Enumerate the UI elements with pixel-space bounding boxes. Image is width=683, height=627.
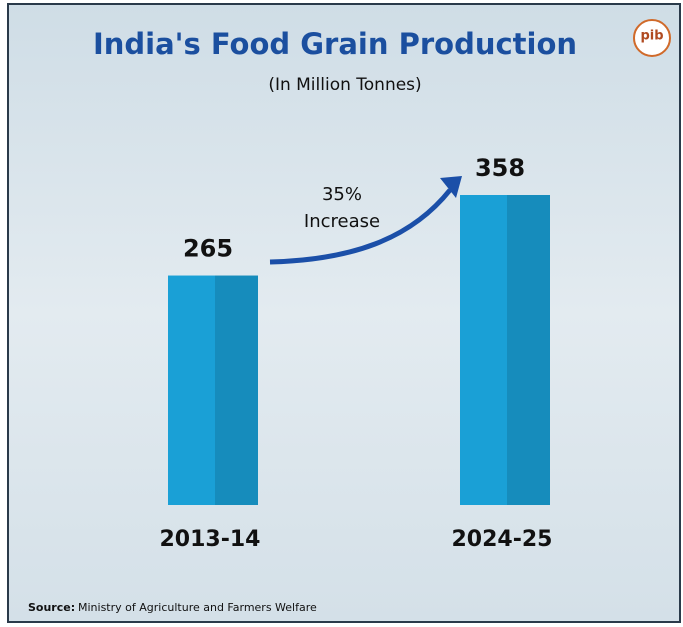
annotation: 35% [322, 184, 362, 205]
source: Ministry of Agriculture and Farmers Welf… [78, 601, 317, 614]
logo: pib [633, 19, 671, 57]
value-label: 265 [183, 235, 233, 263]
background [7, 3, 681, 623]
x-tick-label: 2024-25 [452, 527, 553, 552]
bar-side [215, 275, 258, 505]
logo-text: pib [640, 29, 663, 44]
arrow-head [440, 176, 462, 198]
bar-side [507, 195, 550, 505]
increase-arrow [269, 188, 452, 265]
chart-title: India's Food Grain Production [93, 27, 577, 61]
source-label: Source: [28, 601, 75, 614]
bar [460, 195, 550, 505]
value-label: 358 [475, 154, 525, 182]
x-tick-label: 2013-14 [160, 527, 261, 552]
bar [168, 275, 258, 505]
annotation: Increase [304, 211, 380, 232]
chart-subtitle: (In Million Tonnes) [268, 75, 421, 95]
